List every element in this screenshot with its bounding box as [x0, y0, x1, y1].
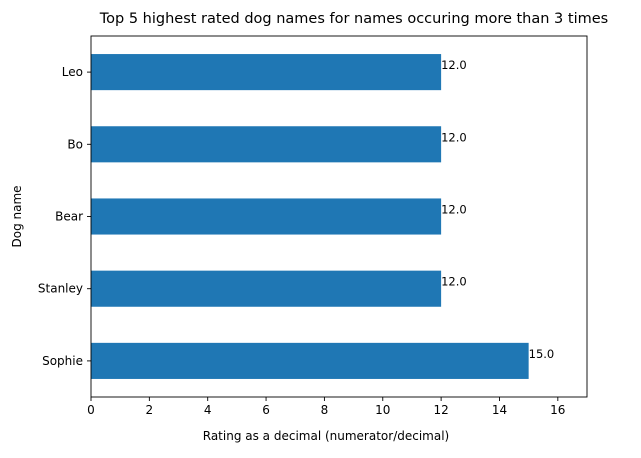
y-tick-label-sophie: Sophie [42, 354, 83, 368]
x-tick-label: 16 [550, 403, 565, 417]
data-label-bo: 12.0 [441, 130, 467, 144]
x-tick-label: 6 [262, 403, 270, 417]
bar-bear [91, 198, 442, 235]
x-ticks-layer: 0 2 4 6 8 10 12 14 16 [87, 397, 565, 417]
bar-bo [91, 126, 442, 163]
x-tick-label: 4 [204, 403, 212, 417]
data-label-stanley: 12.0 [441, 275, 467, 289]
y-axis-label: Dog name [10, 185, 24, 247]
data-label-bear: 12.0 [441, 203, 467, 217]
x-tick-label: 12 [433, 403, 448, 417]
bar-stanley [91, 270, 442, 307]
data-label-leo: 12.0 [441, 58, 467, 72]
data-label-sophie: 15.0 [529, 347, 555, 361]
x-tick-label: 2 [146, 403, 154, 417]
y-tick-label-stanley: Stanley [38, 282, 83, 296]
x-tick-label: 8 [321, 403, 329, 417]
bar-sophie [91, 342, 529, 379]
y-ticks-layer: Leo Bo Bear Stanley Sophie [38, 65, 91, 368]
bar-leo [91, 54, 442, 91]
y-tick-label-leo: Leo [62, 65, 83, 79]
data-labels-layer: 12.0 12.0 12.0 12.0 15.0 [441, 58, 554, 361]
x-axis-label: Rating as a decimal (numerator/decimal) [203, 429, 449, 443]
y-tick-label-bo: Bo [67, 137, 83, 151]
chart-title: Top 5 highest rated dog names for names … [99, 11, 608, 27]
bars-layer [91, 54, 529, 379]
y-tick-label-bear: Bear [55, 210, 83, 224]
x-tick-label: 0 [87, 403, 95, 417]
x-tick-label: 10 [375, 403, 390, 417]
x-tick-label: 14 [492, 403, 507, 417]
